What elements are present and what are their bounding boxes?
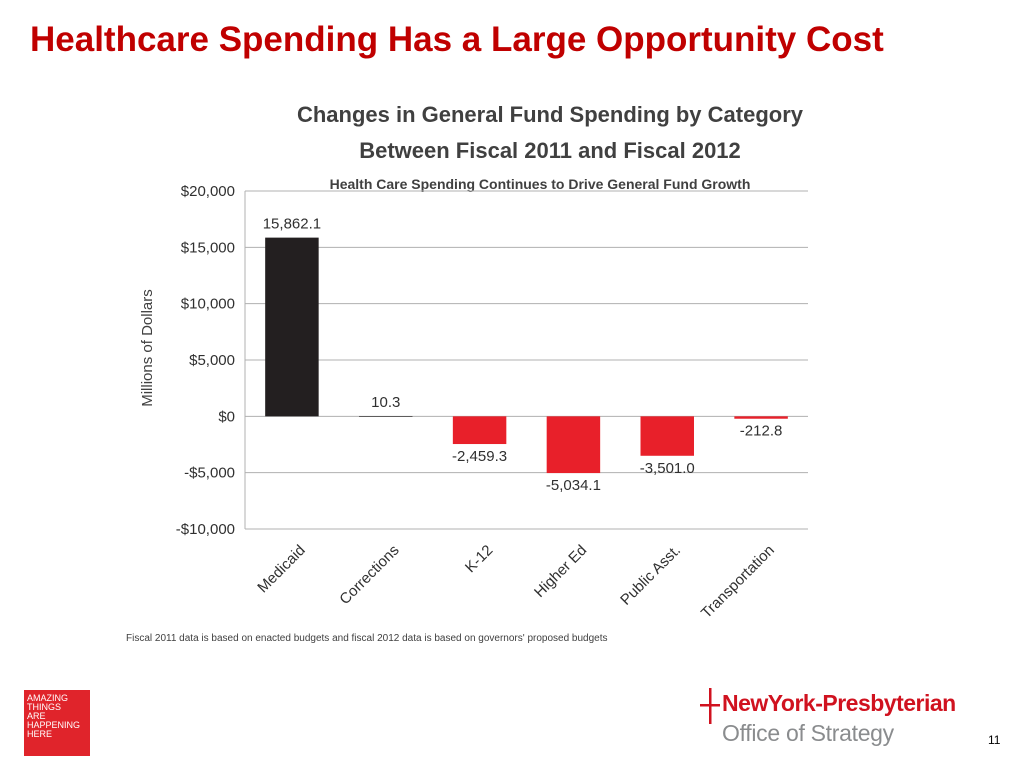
nyp-logo-mark-icon: [700, 688, 720, 724]
x-tick-label: Higher Ed: [531, 542, 590, 601]
data-label: -212.8: [740, 423, 783, 440]
page-number: 11: [988, 733, 1001, 747]
data-labels: 15,862.1 10.3 -2,459.3 -5,034.1 -3,501.0 -212…: [263, 216, 783, 494]
logo-name: NewYork-Presbyterian: [722, 690, 956, 716]
chart-subtitle: Health Care Spending Continues to Drive …: [330, 176, 751, 192]
y-tick-label: $15,000: [181, 239, 235, 256]
y-tick-label: $5,000: [189, 352, 235, 369]
bar: [546, 416, 601, 474]
x-axis-ticks: Medicaid Corrections K-12 Higher Ed Public A…: [254, 542, 778, 622]
x-tick-label: Corrections: [336, 542, 402, 608]
bar: [265, 237, 319, 417]
badge-line: THINGS: [27, 702, 62, 712]
bar: [640, 416, 694, 456]
data-label: -2,459.3: [452, 448, 507, 465]
y-tick-label: $20,000: [181, 183, 235, 200]
x-tick-label: Medicaid: [254, 542, 308, 596]
chart-title-line-1: Changes in General Fund Spending by Cate…: [297, 102, 804, 127]
slide-title: Healthcare Spending Has a Large Opportun…: [30, 20, 884, 59]
chart-container: Changes in General Fund Spending by Cate…: [120, 78, 880, 648]
grid-lines: [244, 190, 808, 530]
chart-title-line-2: Between Fiscal 2011 and Fiscal 2012: [359, 138, 741, 163]
logo-subtitle: Office of Strategy: [722, 720, 894, 746]
bar: [359, 416, 413, 417]
x-tick-label: Transportation: [698, 542, 778, 622]
y-tick-label: -$5,000: [184, 465, 235, 482]
data-label: -5,034.1: [546, 477, 601, 494]
badge-line: HAPPENING: [27, 720, 81, 730]
y-tick-label: $0: [218, 408, 235, 425]
y-axis-label: Millions of Dollars: [139, 289, 156, 407]
x-tick-label: Public Asst.: [617, 542, 684, 609]
y-axis-ticks: $20,000 $15,000 $10,000 $5,000 $0 -$5,000 -$10…: [176, 183, 235, 538]
bar: [452, 416, 507, 445]
badge-line: AMAZING: [27, 693, 69, 703]
data-label: 15,862.1: [263, 216, 321, 233]
data-label: -3,501.0: [640, 460, 695, 477]
x-tick-label: K-12: [462, 542, 496, 576]
bar-chart: Changes in General Fund Spending by Cate…: [126, 102, 808, 644]
data-label: 10.3: [371, 394, 400, 411]
badge-line: ARE: [27, 711, 46, 721]
bars: [265, 237, 788, 474]
bar: [734, 416, 788, 419]
amazing-things-badge: AMAZING THINGS ARE HAPPENING HERE: [24, 690, 90, 756]
chart-footnote: Fiscal 2011 data is based on enacted bud…: [126, 633, 608, 644]
y-tick-label: $10,000: [181, 296, 235, 313]
nyp-logo: NewYork-Presbyterian Office of Strategy: [700, 688, 980, 752]
y-tick-label: -$10,000: [176, 521, 235, 538]
badge-line: HERE: [27, 729, 53, 739]
